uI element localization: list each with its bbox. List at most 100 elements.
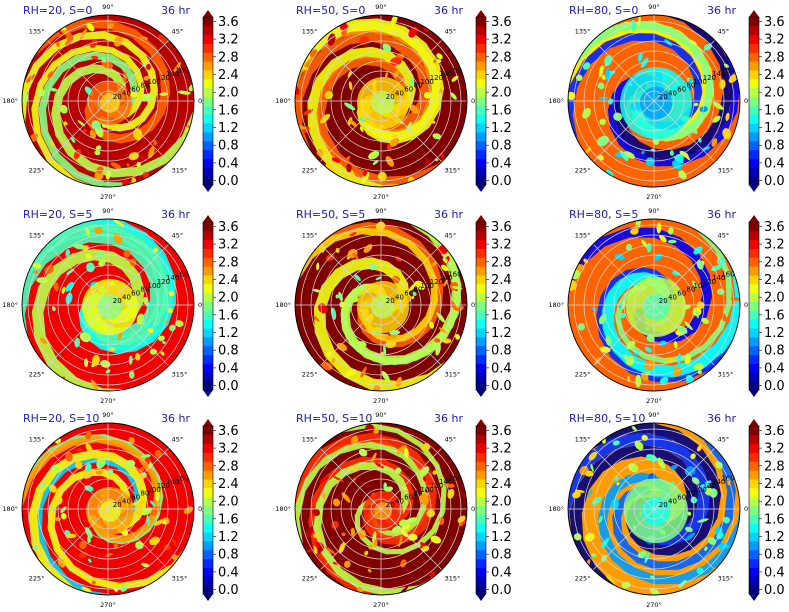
colorbar-segment bbox=[749, 222, 759, 232]
contour-patch bbox=[49, 87, 58, 92]
radial-tick-label: 40 bbox=[395, 497, 404, 505]
colorbar-segment bbox=[203, 239, 213, 249]
contour-patch bbox=[604, 68, 610, 81]
colorbar-extend-min bbox=[749, 185, 759, 192]
angular-gridline bbox=[46, 508, 109, 571]
contour-patch bbox=[582, 62, 591, 70]
contour-patch bbox=[351, 464, 359, 472]
colorbar-tick-label: 3.6 bbox=[218, 220, 239, 235]
radial-tick-label: 20 bbox=[386, 93, 395, 101]
contour-patch bbox=[644, 346, 653, 353]
contour-patch bbox=[348, 81, 353, 91]
contour-patch bbox=[39, 337, 47, 345]
panel-time: 36 hr bbox=[707, 4, 736, 17]
colorbar-segment bbox=[203, 434, 213, 445]
angular-tick-label: 315° bbox=[172, 371, 188, 379]
colorbar-tick-label: 1.6 bbox=[491, 103, 512, 118]
angular-gridline bbox=[653, 100, 716, 163]
contour-patch bbox=[184, 126, 190, 132]
colorbar-segment bbox=[749, 585, 759, 595]
contour-patch bbox=[641, 239, 648, 249]
contour-patch bbox=[96, 250, 105, 259]
colorbar-segment bbox=[749, 140, 759, 151]
colorbar-tick-label: 2.0 bbox=[218, 495, 239, 510]
colorbar-tick-label: 2.0 bbox=[764, 291, 785, 306]
colorbar-segment bbox=[749, 354, 759, 364]
colorbar-segment bbox=[749, 266, 759, 276]
contour-patch bbox=[409, 104, 419, 115]
colorbar-segment bbox=[203, 576, 213, 586]
contour-patch bbox=[408, 26, 418, 38]
colorbar-tick-label: 2.8 bbox=[491, 255, 512, 270]
contour-patch bbox=[96, 166, 104, 174]
contour-patch bbox=[419, 492, 429, 505]
angular-tick-label: 90° bbox=[102, 207, 114, 215]
colorbar-tick-label: 2.8 bbox=[491, 50, 512, 65]
contour-patch bbox=[94, 150, 101, 156]
colorbar-extend-max bbox=[476, 215, 486, 222]
angular-gridline bbox=[319, 243, 382, 306]
contour-patch bbox=[391, 134, 398, 138]
contour-patch bbox=[591, 553, 597, 558]
panel-title: RH=50, S=10 bbox=[296, 412, 372, 425]
radial-tick-label: 80 bbox=[687, 490, 696, 498]
radial-tick-label: 140 bbox=[166, 478, 179, 486]
contour-patch bbox=[613, 112, 622, 121]
colorbar-extend-max bbox=[476, 10, 486, 17]
contour-patch bbox=[65, 451, 73, 462]
radial-tick-label: 120 bbox=[157, 74, 170, 82]
contour-patch bbox=[382, 43, 392, 52]
radial-tick-label: 80 bbox=[141, 82, 150, 90]
colorbar-tick-label: 1.6 bbox=[764, 308, 785, 323]
colorbar-segment bbox=[476, 426, 486, 436]
contour-patch bbox=[154, 518, 165, 526]
contour-patch bbox=[303, 108, 314, 116]
panel-title: RH=50, S=5 bbox=[296, 208, 365, 221]
contour-patch bbox=[630, 228, 639, 235]
contour-patch bbox=[349, 119, 358, 127]
colorbar-segment bbox=[749, 443, 759, 453]
contour-patch bbox=[110, 162, 121, 169]
colorbar-segment bbox=[749, 275, 759, 285]
radial-tick-label: 120 bbox=[157, 278, 170, 286]
contour-patch bbox=[422, 443, 431, 451]
angular-tick-label: 270° bbox=[100, 601, 116, 609]
radial-tick-label: 20 bbox=[386, 297, 395, 305]
contour-patch bbox=[637, 551, 647, 559]
colorbar-segment bbox=[203, 319, 213, 329]
contour-patch bbox=[175, 320, 184, 327]
colorbar-tick-label: 0.8 bbox=[218, 139, 239, 154]
panel-title: RH=20, S=10 bbox=[23, 412, 99, 425]
colorbar-segment bbox=[749, 123, 759, 133]
contour-patch bbox=[568, 91, 576, 101]
angular-tick-label: 45° bbox=[445, 27, 457, 35]
contour-patch bbox=[360, 366, 367, 378]
angular-tick-label: 270° bbox=[646, 397, 662, 405]
colorbar-segment bbox=[203, 523, 213, 533]
colorbar-tick-label: 0.8 bbox=[218, 548, 239, 563]
contour-patch bbox=[367, 568, 372, 573]
colorbar-segment bbox=[749, 372, 759, 382]
contour-patch bbox=[86, 22, 95, 32]
colorbar-segment bbox=[749, 96, 759, 106]
angular-gridline bbox=[107, 447, 170, 510]
angular-tick-label: 180° bbox=[275, 505, 291, 513]
polar-frame bbox=[21, 14, 195, 188]
colorbar-tick-label: 2.0 bbox=[491, 495, 512, 510]
colorbar-segment bbox=[749, 34, 759, 44]
contour-patch bbox=[349, 232, 357, 237]
colorbar-segment bbox=[749, 158, 759, 168]
colorbar-segment bbox=[476, 78, 486, 89]
contour-patch bbox=[85, 253, 92, 259]
colorbar-tick-label: 0.4 bbox=[491, 565, 512, 580]
angular-tick-label: 180° bbox=[275, 301, 291, 309]
angular-gridline bbox=[319, 304, 382, 367]
colorbar-tick-label: 0.8 bbox=[491, 548, 512, 563]
contour-patch bbox=[91, 55, 99, 60]
contour-patch bbox=[22, 93, 29, 103]
radial-tick-label: 120 bbox=[430, 74, 443, 82]
contour-patch bbox=[699, 106, 708, 113]
contour-patch bbox=[318, 242, 326, 253]
contour-patch bbox=[59, 104, 68, 114]
